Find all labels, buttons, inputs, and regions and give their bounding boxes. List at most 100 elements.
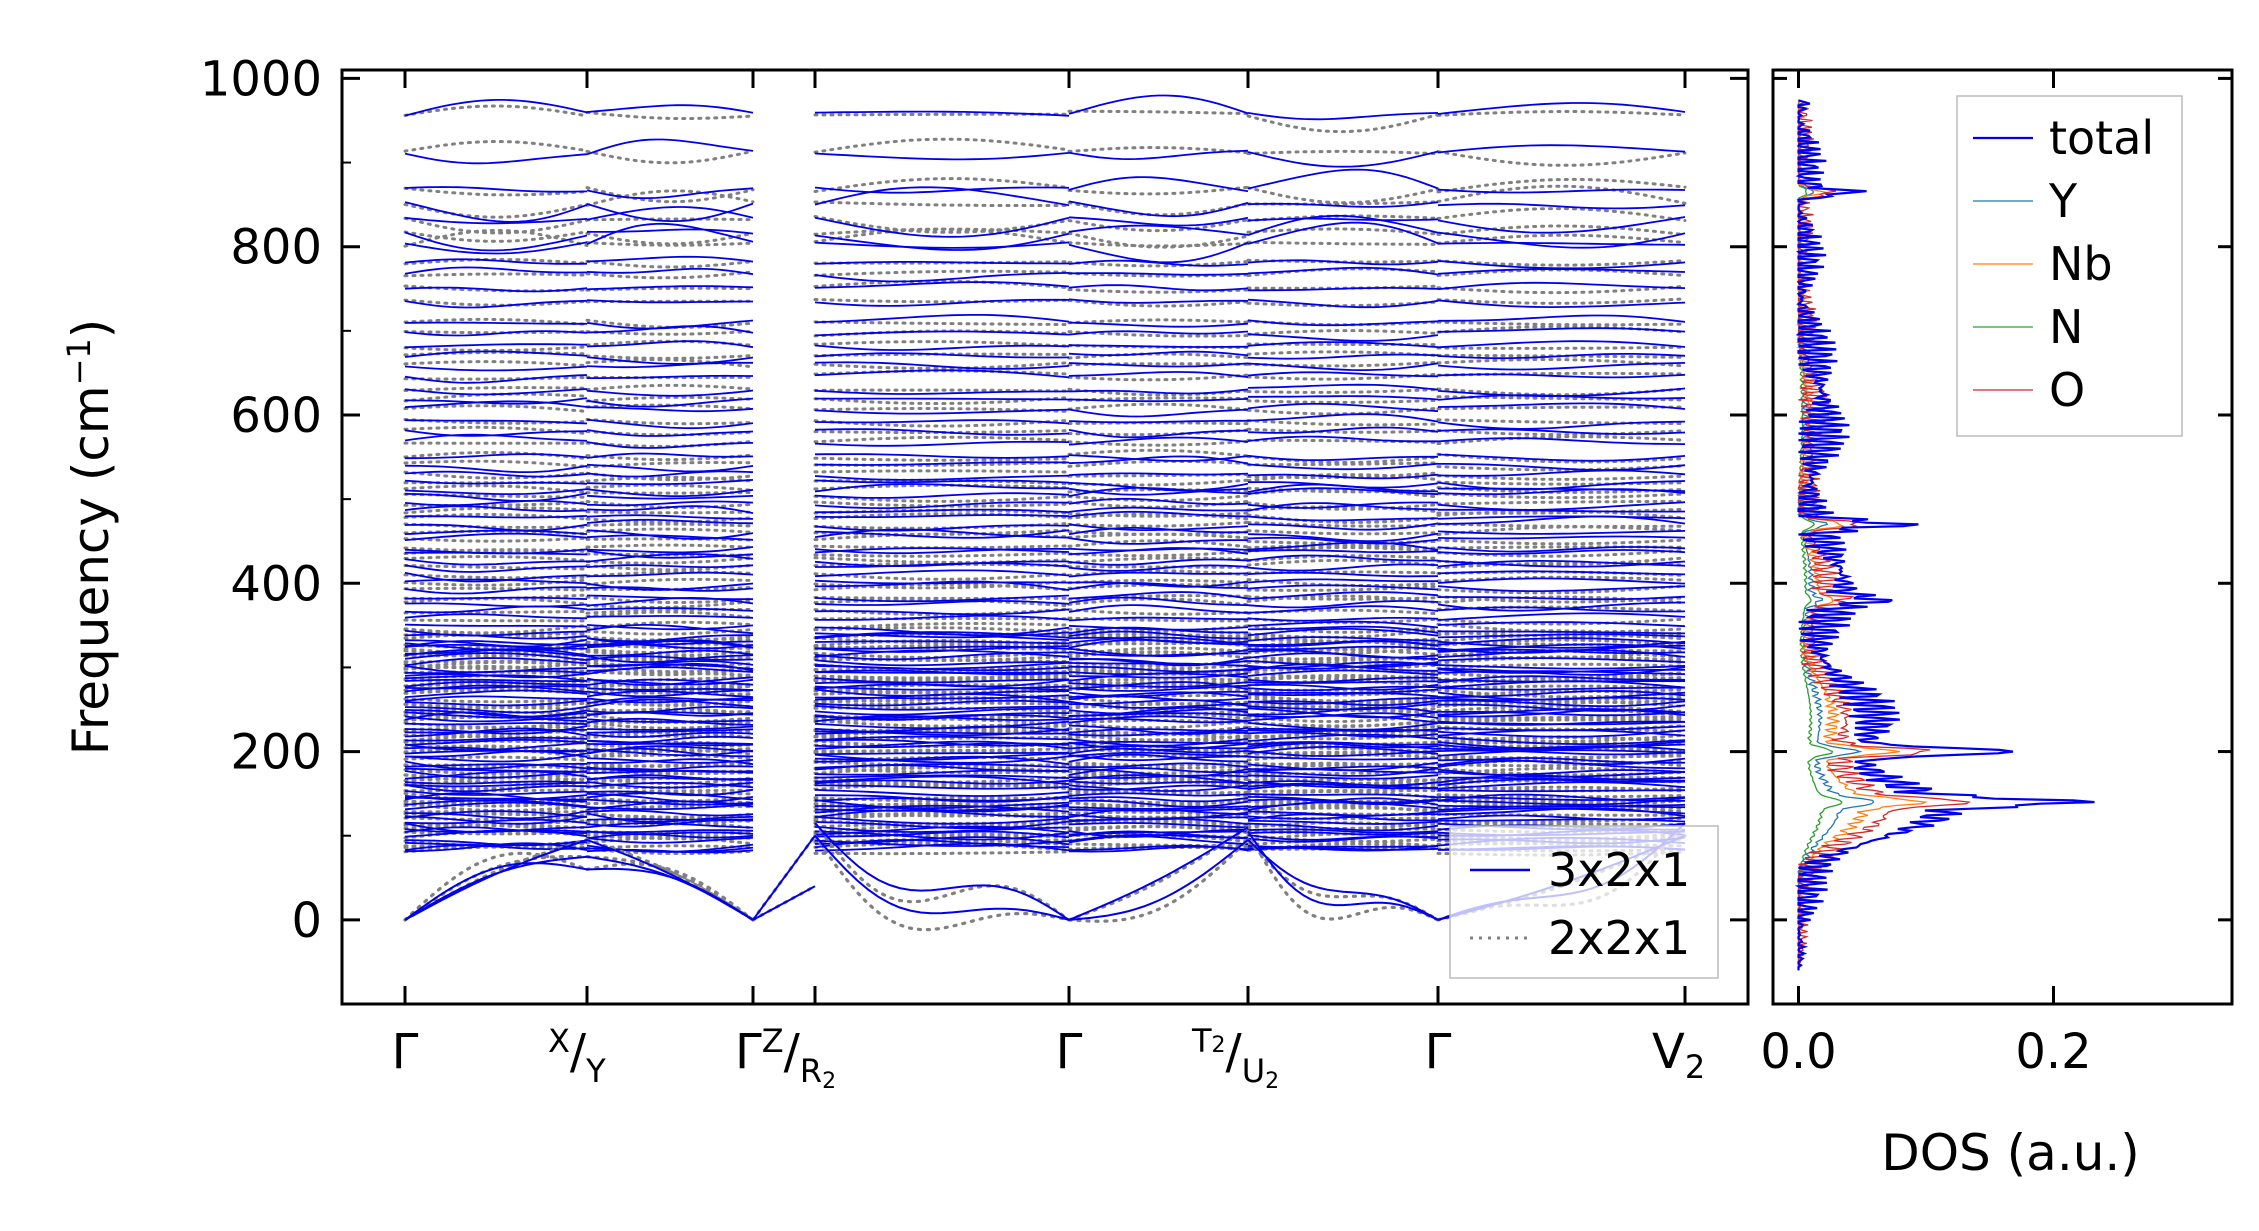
band-line	[403, 186, 589, 197]
band-line	[1437, 668, 1685, 674]
band-line	[585, 769, 755, 776]
band-line	[813, 478, 1071, 486]
band-line	[1247, 522, 1439, 531]
band-line	[1436, 499, 1687, 506]
band-line	[1247, 834, 1439, 841]
band-line	[404, 286, 588, 293]
band-line	[403, 780, 589, 790]
band-line	[586, 267, 754, 276]
band-line	[814, 453, 1070, 459]
band-line	[813, 456, 1071, 462]
x-axis-ticks	[403, 70, 1687, 1004]
band-line	[404, 419, 588, 425]
band-line	[1437, 637, 1686, 646]
band-line	[814, 186, 1070, 194]
band-line	[585, 691, 755, 696]
band-line	[585, 720, 755, 730]
band-line	[1067, 352, 1250, 360]
band-line	[1068, 717, 1249, 724]
band-line	[1068, 811, 1249, 821]
band-line	[403, 202, 589, 219]
band-line	[403, 573, 589, 580]
band-line	[404, 780, 588, 785]
band-line	[814, 461, 1070, 466]
band-line	[1436, 353, 1687, 359]
band-line	[1436, 641, 1687, 648]
band-line	[1437, 679, 1685, 683]
band-line	[814, 216, 1070, 238]
band-line	[403, 375, 589, 381]
band-line	[586, 829, 754, 834]
band-line	[404, 231, 588, 252]
band-line	[585, 600, 755, 609]
band-line	[1068, 728, 1248, 734]
y-tick-label: 800	[230, 220, 322, 276]
band-line	[586, 406, 754, 413]
band-line	[813, 809, 1071, 818]
band-line	[1067, 260, 1250, 268]
band-line	[813, 686, 1071, 694]
band-line	[813, 298, 1071, 304]
band-line	[585, 667, 755, 677]
band-line	[1437, 686, 1685, 691]
band-line	[813, 494, 1071, 503]
band-line	[814, 580, 1070, 591]
band-line	[814, 281, 1070, 289]
band-line	[404, 586, 588, 595]
band-line	[1247, 298, 1439, 309]
band-line	[586, 607, 754, 612]
band-line	[1067, 624, 1250, 634]
band-line	[1246, 488, 1440, 499]
band-line	[586, 812, 754, 823]
band-line	[1247, 755, 1439, 761]
band-line	[1438, 508, 1686, 513]
band-line	[1068, 272, 1249, 276]
band-line	[404, 781, 588, 788]
band-line	[1068, 681, 1249, 688]
band-line	[586, 255, 754, 263]
band-line	[586, 643, 754, 650]
band-line	[1068, 684, 1249, 692]
band-line	[585, 855, 755, 922]
band-line	[403, 386, 589, 392]
band-line	[813, 361, 1071, 370]
band-line	[404, 855, 588, 921]
band-line	[1068, 398, 1249, 403]
band-line	[1436, 821, 1687, 827]
band-line	[586, 655, 754, 661]
band-line	[1248, 287, 1439, 292]
band-line	[1437, 797, 1686, 806]
band-line	[404, 689, 588, 698]
band-line	[1067, 824, 1250, 831]
band-line	[1067, 767, 1250, 775]
band-line	[1067, 373, 1250, 382]
band-line	[1068, 216, 1249, 227]
band-line	[1247, 341, 1439, 348]
band-line	[1436, 297, 1687, 305]
band-line	[1436, 418, 1687, 426]
band-line	[814, 272, 1070, 283]
band-line	[814, 735, 1070, 741]
band-line	[1437, 546, 1686, 553]
band-line	[1246, 544, 1440, 550]
band-line	[404, 767, 588, 773]
band-line	[403, 104, 589, 118]
band-line	[404, 722, 588, 726]
band-line	[585, 788, 755, 795]
band-line	[404, 699, 588, 707]
band-line	[1246, 745, 1440, 753]
dos-line-total	[1794, 99, 2095, 971]
band-line	[586, 718, 754, 723]
y-tick-label: 600	[230, 388, 322, 444]
band-line	[1436, 649, 1687, 660]
kpoint-label-t2-u2: T2/U2	[1191, 1022, 1279, 1094]
band-line	[1247, 669, 1439, 677]
band-line	[1437, 740, 1686, 750]
band-line	[1068, 792, 1249, 797]
band-line	[1246, 546, 1440, 553]
band-line	[1436, 676, 1687, 682]
band-line	[1247, 683, 1439, 691]
band-line	[586, 745, 754, 755]
band-line	[586, 776, 754, 781]
band-legend-box	[1449, 825, 1719, 979]
